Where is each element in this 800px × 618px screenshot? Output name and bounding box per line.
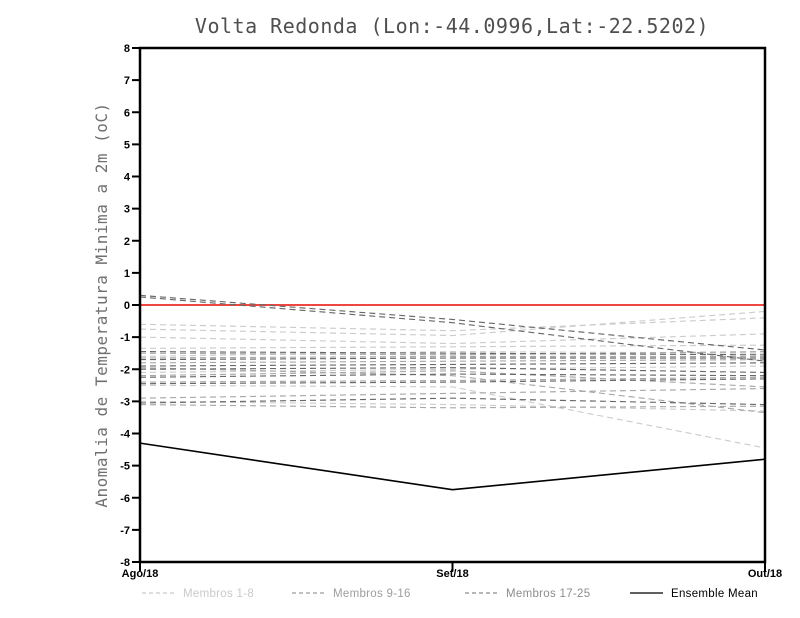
legend-label: Ensemble Mean bbox=[671, 588, 758, 600]
y-tick-label: 8 bbox=[124, 43, 130, 55]
chart-title: Volta Redonda (Lon:-44.0996,Lat:-22.5202… bbox=[195, 14, 709, 38]
ensemble-member-line bbox=[139, 367, 766, 374]
axes: -8 -7 -6 -5 -4 -3 -2 -1 0 1 2 3 4 5 6 7 8 Ago/18 Set/18 Out… bbox=[120, 43, 782, 580]
ensemble-member-line bbox=[139, 351, 766, 356]
ensemble-member-line bbox=[139, 404, 766, 409]
ensemble-member-line bbox=[139, 333, 766, 345]
ensemble-member-line bbox=[139, 294, 766, 351]
x-tick-label: Out/18 bbox=[748, 568, 782, 580]
y-tick-label: 2 bbox=[124, 236, 130, 248]
y-tick-label: -7 bbox=[120, 525, 130, 537]
ensemble-member-line bbox=[139, 376, 766, 383]
ensemble-member-line bbox=[139, 397, 766, 406]
ensemble-member-line bbox=[139, 370, 766, 388]
ensemble-member-line bbox=[139, 310, 766, 337]
y-axis-title: Anomalia de Temperatura Minima a 2m (oC) bbox=[92, 102, 111, 507]
legend-label: Membros 1-8 bbox=[183, 588, 254, 600]
ensemble-member-line bbox=[139, 384, 766, 449]
ensemble-member-line bbox=[139, 373, 766, 378]
ensemble-member-line bbox=[139, 359, 766, 364]
plot-area bbox=[139, 294, 766, 491]
y-tick-label: -4 bbox=[120, 429, 131, 441]
ensemble-member-line bbox=[139, 365, 766, 374]
ensemble-member-line bbox=[139, 378, 766, 385]
ensemble-mean-line bbox=[139, 442, 766, 491]
x-tick-label: Ago/18 bbox=[122, 568, 159, 580]
ensemble-member-line bbox=[139, 317, 766, 332]
y-tick-label: 4 bbox=[124, 172, 131, 184]
ensemble-member-line bbox=[139, 362, 766, 367]
y-tick-label: -5 bbox=[120, 461, 130, 473]
ensemble-member-line bbox=[139, 351, 766, 356]
y-tick-label: 1 bbox=[124, 268, 130, 280]
ensemble-member-line bbox=[139, 367, 766, 414]
legend-label: Membros 17-25 bbox=[506, 588, 590, 600]
y-tick-label: -1 bbox=[120, 332, 130, 344]
y-tick-label: -8 bbox=[120, 557, 130, 569]
y-tick-label: 6 bbox=[124, 107, 130, 119]
legend: Membros 1-8 Membros 9-16 Membros 17-25 Ense… bbox=[142, 588, 758, 600]
y-tick-label: 3 bbox=[124, 204, 130, 216]
y-tick-label: 5 bbox=[124, 139, 130, 151]
y-tick-label: 7 bbox=[124, 75, 130, 87]
ensemble-member-line bbox=[139, 357, 765, 361]
ensemble-member-line bbox=[139, 400, 766, 412]
ensemble-member-line bbox=[139, 344, 766, 349]
x-tick-label: Set/18 bbox=[436, 568, 468, 580]
y-tick-label: -6 bbox=[120, 493, 130, 505]
ensemble-member-line bbox=[139, 296, 766, 362]
legend-label: Membros 9-16 bbox=[333, 588, 411, 600]
ensemble-member-line bbox=[139, 387, 766, 399]
y-tick-label: 0 bbox=[124, 300, 130, 312]
ensemble-member-line bbox=[139, 355, 765, 359]
y-tick-label: -2 bbox=[120, 364, 130, 376]
y-tick-label: -3 bbox=[120, 396, 130, 408]
